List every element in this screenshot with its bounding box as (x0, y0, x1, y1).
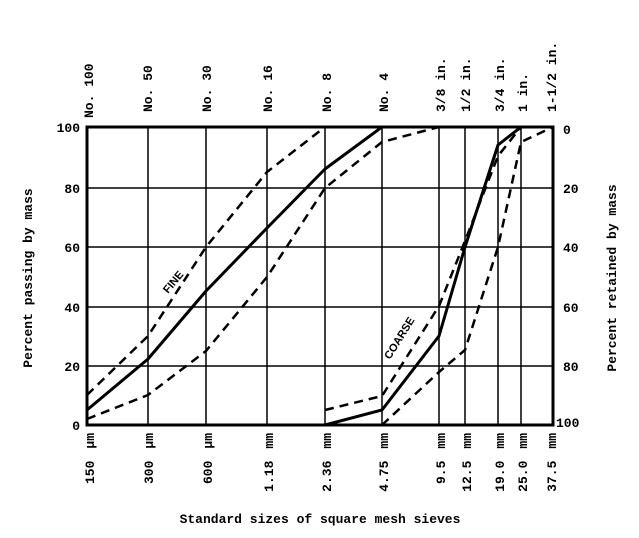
plot-frame (85, 125, 555, 427)
fine-curve-label: FINE (161, 269, 186, 296)
y-tick-40: 40 (64, 301, 80, 316)
top-tick-no100: No. 100 (82, 63, 97, 118)
left-y-ticks: 100 80 60 40 20 0 (57, 121, 81, 434)
top-x-ticks: No. 100 No. 50 No. 30 No. 16 No. 8 No. 4… (82, 42, 560, 118)
top-tick-1-2in: 1/2 in. (459, 57, 474, 112)
top-tick-no16: No. 16 (261, 65, 276, 112)
top-tick-3-8in: 3/8 in. (434, 57, 449, 112)
bottom-tick-37-5mm: 37.5mm (545, 433, 560, 492)
top-tick-3-4in: 3/4 in. (493, 57, 508, 112)
bottom-tick-12-5mm: 12.5mm (460, 433, 475, 492)
coarse-curves (324, 125, 554, 427)
coarse-typical-curve (324, 125, 522, 427)
bottom-tick-4-75mm: 4.75mm (377, 433, 392, 492)
coarse-curve-label: COARSE (382, 315, 417, 361)
y-tick-100: 100 (57, 121, 81, 136)
fine-curves (86, 125, 440, 421)
bottom-tick-25-0mm: 25.0mm (516, 433, 531, 492)
top-tick-no8: No. 8 (320, 73, 335, 112)
top-tick-1in: 1 in. (516, 73, 531, 112)
y2-tick-20: 20 (563, 182, 579, 197)
top-tick-no50: No. 50 (141, 65, 156, 112)
bottom-tick-150um: 150µm (83, 433, 98, 484)
right-y-ticks: 0 20 40 60 80 100 (556, 123, 580, 431)
y2-tick-60: 60 (563, 301, 579, 316)
y-tick-80: 80 (64, 182, 80, 197)
top-tick-1-1-2in: 1-1/2 in. (545, 42, 560, 112)
bottom-tick-2-36mm: 2.36mm (320, 433, 335, 492)
y2-tick-100: 100 (556, 416, 580, 431)
coarse-lower-limit-curve (381, 125, 554, 426)
x-axis-title: Standard sizes of square mesh sieves (180, 512, 461, 527)
fine-typical-curve (86, 125, 383, 412)
bottom-tick-1-18mm: 1.18mm (262, 433, 277, 492)
top-tick-no30: No. 30 (200, 65, 215, 112)
bottom-tick-600um: 600µm (201, 433, 216, 484)
y2-tick-0: 0 (563, 123, 571, 138)
bottom-tick-9-5mm: 9.5mm (434, 433, 449, 484)
bottom-x-ticks: 150µm 300µm 600µm 1.18mm 2.36mm 4.75mm 9… (83, 433, 560, 492)
fine-lower-limit-curve (86, 125, 440, 421)
bottom-tick-19-0mm: 19.0mm (493, 433, 508, 492)
top-tick-no4: No. 4 (377, 73, 392, 112)
horizontal-gridlines (87, 187, 553, 367)
y-axis-title-right: Percent retained by mass (605, 184, 620, 371)
coarse-upper-limit-curve (324, 126, 522, 412)
y2-tick-40: 40 (563, 241, 579, 256)
vertical-gridlines (147, 127, 522, 425)
y-axis-title-left: Percent passing by mass (21, 188, 36, 368)
y2-tick-80: 80 (563, 360, 579, 375)
bottom-tick-300um: 300µm (142, 433, 157, 484)
y-tick-20: 20 (64, 360, 80, 375)
y-tick-60: 60 (64, 241, 80, 256)
y-tick-0: 0 (72, 419, 80, 434)
